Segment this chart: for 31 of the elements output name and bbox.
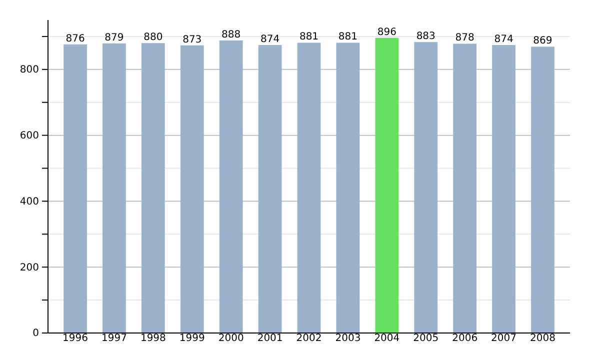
data-label: 874	[494, 34, 514, 46]
x-tick-label: 2002	[296, 333, 322, 344]
y-tick-label: 600	[20, 130, 39, 142]
x-tick-label: 2006	[452, 333, 478, 344]
x-tick-label: 2008	[530, 333, 556, 344]
data-label: 874	[260, 34, 280, 46]
y-tick-label: 800	[20, 64, 39, 76]
data-label: 879	[104, 32, 124, 44]
data-label: 878	[455, 32, 474, 44]
x-tick-label: 2003	[335, 333, 361, 344]
data-label: 880	[144, 32, 163, 44]
x-tick-label: 2005	[413, 333, 439, 344]
data-label: 873	[182, 34, 202, 46]
x-tick-label: 1996	[62, 333, 88, 344]
data-label: 881	[299, 32, 319, 43]
x-tick-label: 2000	[218, 333, 244, 344]
y-tick-label: 200	[20, 262, 39, 274]
data-label: 869	[533, 36, 552, 47]
x-tick-label: 1999	[179, 333, 205, 344]
data-label: 883	[416, 31, 436, 42]
y-tick-label: 0	[32, 328, 39, 340]
data-label: 896	[377, 26, 396, 38]
x-tick-label: 2007	[491, 333, 517, 344]
data-label: 876	[66, 33, 85, 44]
x-tick-label: 1998	[140, 333, 166, 344]
data-label: 888	[222, 29, 241, 40]
x-tick-label: 1997	[101, 333, 127, 344]
x-tick-label: 2001	[257, 333, 283, 344]
data-label: 881	[338, 32, 358, 43]
y-tick-label: 400	[20, 196, 39, 208]
x-tick-label: 2004	[374, 333, 400, 344]
